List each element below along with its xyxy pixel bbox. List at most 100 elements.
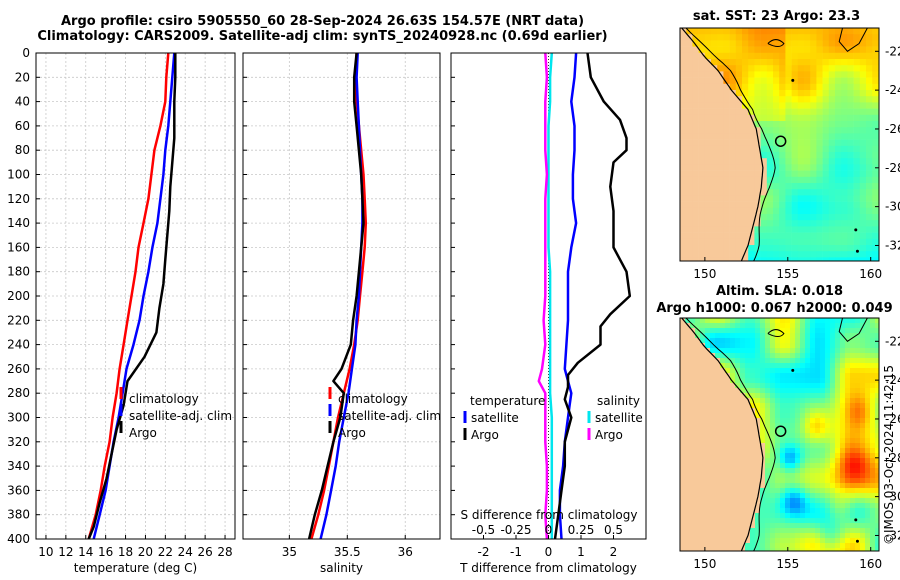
map-cell <box>735 418 741 424</box>
map-cell <box>760 468 766 474</box>
map-cell <box>698 251 706 258</box>
map-y-tick-label: -24 <box>885 373 900 387</box>
map-cell <box>770 338 776 344</box>
map-cell <box>845 333 851 339</box>
map-cell <box>685 433 691 439</box>
map-cell <box>773 96 780 103</box>
map-cell <box>800 488 806 494</box>
x-tick-label: 0 <box>545 545 553 559</box>
map-cell <box>715 318 721 324</box>
map-cell <box>704 251 712 258</box>
map-cell <box>875 463 879 469</box>
map-cell <box>715 418 721 424</box>
map-cell <box>830 388 836 394</box>
map-cell <box>755 513 761 519</box>
map-cell <box>680 158 687 165</box>
map-cell <box>725 393 731 399</box>
map-cell <box>766 220 774 227</box>
map-cell <box>841 189 848 196</box>
map-cell <box>800 418 806 424</box>
map-cell <box>748 77 755 85</box>
map-cell <box>692 133 699 140</box>
s-diff-tick-label: 0 <box>545 523 553 537</box>
map-cell <box>720 453 726 459</box>
map-cell <box>685 333 691 339</box>
map-cell <box>840 353 846 359</box>
map-cell <box>775 493 781 499</box>
map-cell <box>835 133 842 140</box>
map-cell <box>810 438 816 444</box>
map-cell <box>865 423 871 429</box>
map-cell <box>855 518 861 524</box>
map-cell <box>704 214 712 221</box>
map-cell <box>680 403 686 409</box>
map-cell <box>860 488 866 494</box>
map-cell <box>711 251 718 258</box>
map-cell <box>695 423 701 429</box>
map-cell <box>740 488 746 494</box>
map-cell <box>720 543 726 549</box>
map-cell <box>770 348 776 354</box>
map-cell <box>795 393 801 399</box>
map-cell <box>875 448 879 454</box>
map-cell <box>765 528 771 534</box>
map-cell <box>704 133 712 140</box>
map-cell <box>875 538 879 544</box>
map-cell <box>748 96 755 103</box>
map-cell <box>735 214 743 221</box>
map-cell <box>770 548 776 551</box>
map-cell <box>711 226 718 233</box>
map-cell <box>695 343 701 349</box>
map-cell <box>810 538 816 544</box>
map-cell <box>698 145 706 153</box>
map-cell <box>773 34 780 41</box>
map-cell <box>872 207 879 215</box>
map-cell <box>790 318 796 324</box>
map-cell <box>765 398 771 404</box>
x-tick-label: 10 <box>38 545 53 559</box>
map-cell <box>690 348 696 354</box>
map-cell <box>725 503 731 509</box>
map-cell <box>780 528 786 534</box>
map-cell <box>855 453 861 459</box>
map-cell <box>729 102 737 109</box>
map-cell <box>695 473 701 479</box>
map-cell <box>795 528 801 534</box>
map-cell <box>841 257 848 261</box>
map-cell <box>835 518 841 524</box>
map-cell <box>754 189 761 196</box>
map-cell <box>745 318 751 324</box>
map-cell <box>685 353 691 359</box>
map-cell <box>795 448 801 454</box>
map-cell <box>810 226 817 233</box>
map-cell <box>686 152 693 159</box>
map-cell <box>850 443 856 449</box>
map-cell <box>865 518 871 524</box>
map-cell <box>754 59 761 66</box>
map-cell <box>790 333 796 339</box>
map-cell <box>866 220 873 227</box>
map-cell <box>760 388 766 394</box>
map-cell <box>748 52 755 60</box>
map-cell <box>797 28 805 35</box>
map-cell <box>686 46 693 54</box>
map-cell <box>785 34 792 41</box>
map-cell <box>760 133 768 140</box>
map-cell <box>720 338 726 344</box>
map-cell <box>711 34 718 41</box>
map-cell <box>840 453 846 459</box>
map-cell <box>765 383 771 389</box>
map-cell <box>875 433 879 439</box>
map-cell <box>717 102 724 109</box>
map-cell <box>847 133 854 140</box>
map-cell <box>870 388 876 394</box>
map-cell <box>835 488 841 494</box>
map-cell <box>815 493 821 499</box>
map-cell <box>770 488 776 494</box>
map-cell <box>875 368 879 374</box>
map-cell <box>825 408 831 414</box>
map-cell <box>773 65 780 72</box>
map-cell <box>779 158 786 165</box>
map-cell <box>750 478 756 484</box>
